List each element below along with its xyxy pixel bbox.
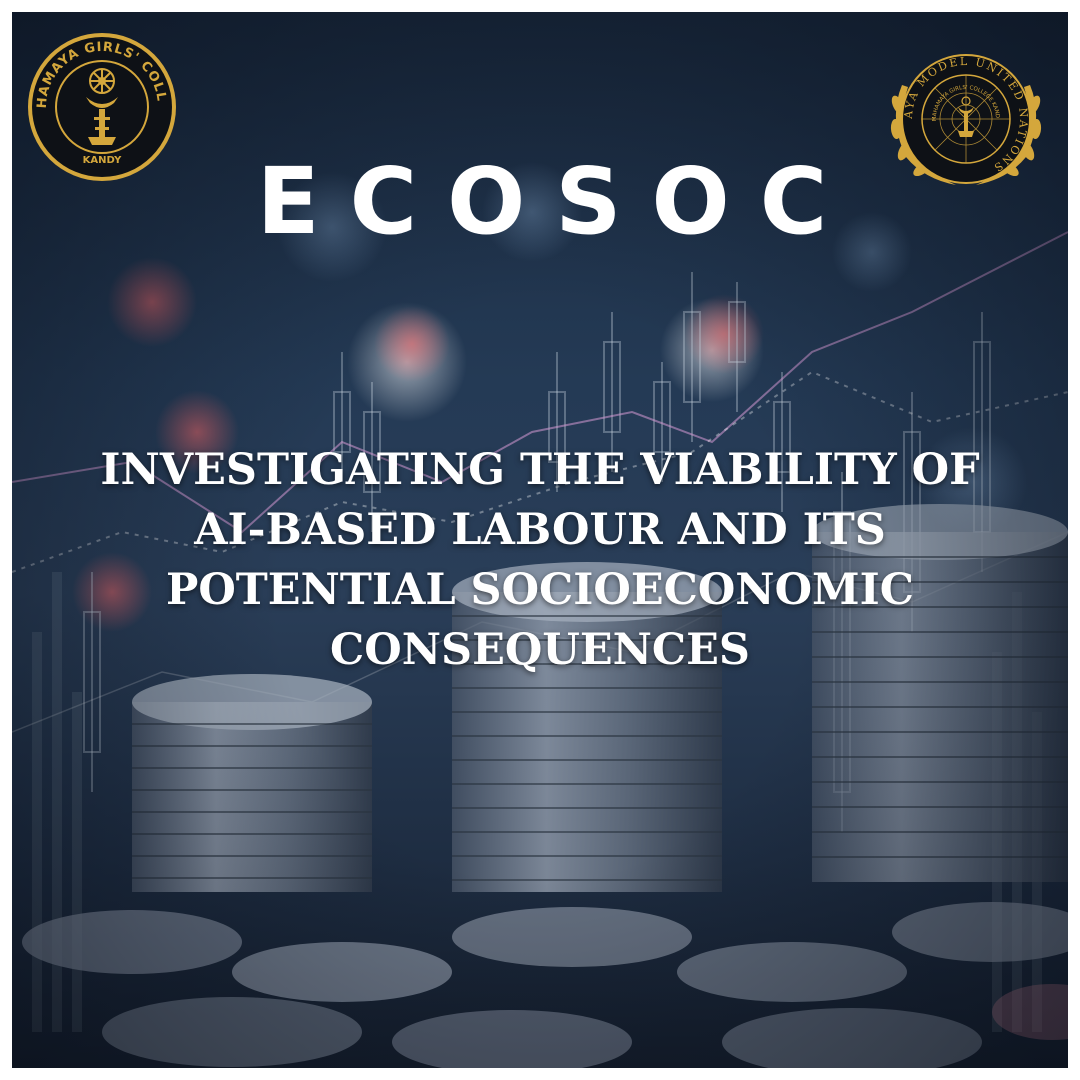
college-emblem-logo: MAHAMAYA GIRLS' COLLEGE KANDY [26,31,176,181]
poster: MAHAMAYA GIRLS' COLLEGE KANDY ECOSOC [12,12,1068,1068]
model-un-emblem-logo: MAHAMAYA MODEL UNITED NATIONS MAHAMAYA G… [872,45,1042,185]
topic-line: CONSEQUENCES [330,625,750,675]
oil-lamp-icon [86,97,118,145]
emblem-kandy-text: KANDY [83,155,122,166]
topic-line: POTENTIAL SOCIOECONOMIC [165,565,914,615]
page-title: ECOSOC [256,148,858,256]
oil-lamp-icon [958,96,974,137]
topic-heading: INVESTIGATING THE VIABILITY OF AI-BASED … [52,440,1028,680]
vignette-overlay [12,12,1068,1068]
topic-line: INVESTIGATING THE VIABILITY OF [100,445,980,495]
topic-line: AI-BASED LABOUR AND ITS [194,505,886,555]
dharma-wheel-icon [89,68,115,94]
